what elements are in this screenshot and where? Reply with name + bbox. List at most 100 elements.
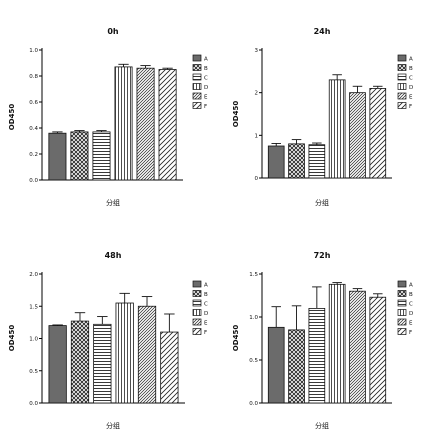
bar-E (136, 67, 155, 181)
bar-A (48, 325, 67, 404)
legend-swatch-C (397, 299, 407, 307)
bar-C (308, 307, 326, 404)
y-tick-label: 0.0 (29, 401, 38, 407)
bar-C (308, 144, 326, 179)
legend-label-F: F (409, 104, 412, 110)
y-tick-label: 2.0 (29, 272, 38, 278)
x-axis-label: 分组 (106, 421, 120, 430)
y-tick-label: 1 (255, 133, 259, 139)
bar-C (92, 131, 111, 181)
legend-label-C: C (204, 76, 208, 82)
legend-label-B: B (204, 66, 208, 72)
y-tick-label: 2 (255, 91, 259, 97)
legend-label-D: D (204, 85, 208, 91)
legend-label-C: C (409, 76, 413, 82)
bar-B (70, 320, 90, 404)
legend-label-B: B (409, 292, 413, 298)
legend-label-F: F (409, 330, 412, 336)
legend-swatch-F (397, 102, 407, 109)
y-tick-label: 0 (255, 176, 259, 182)
y-axis-label: OD450 (8, 104, 16, 131)
bar-E (349, 92, 366, 179)
legend-swatch-B (397, 290, 407, 297)
legend-label-B: B (409, 66, 413, 72)
bar-A (267, 326, 285, 404)
legend-label-A: A (204, 57, 208, 63)
y-tick-label: 3 (255, 48, 259, 54)
chart-title: 24h (314, 27, 331, 36)
legend-label-F: F (204, 330, 207, 336)
legend-label-E: E (409, 95, 413, 101)
legend-swatch-A (397, 54, 407, 62)
bar-B (288, 143, 305, 179)
legend-label-E: E (204, 321, 208, 327)
legend-label-F: F (204, 104, 207, 110)
bar-D (328, 283, 346, 404)
legend-label-A: A (409, 57, 413, 63)
bar-B (70, 131, 89, 181)
legend-swatch-E (397, 318, 407, 326)
bar-F (158, 69, 177, 181)
bar-D (114, 66, 133, 181)
legend-label-B: B (204, 292, 208, 298)
legend-label-E: E (204, 95, 208, 101)
bar-B (288, 329, 305, 404)
chart-title: 72h (314, 251, 331, 260)
bar-E (349, 290, 366, 404)
bar-F (160, 331, 179, 404)
y-tick-label: 1.5 (29, 304, 38, 310)
legend-swatch-F (397, 328, 407, 335)
y-axis-label: OD450 (232, 325, 240, 352)
bar-D (328, 79, 346, 179)
y-tick-label: 0.6 (29, 100, 38, 106)
legend-swatch-A (397, 280, 407, 288)
x-axis-label: 分组 (315, 421, 329, 430)
legend-swatch-B (397, 64, 407, 71)
legend-swatch-B (192, 290, 202, 297)
legend-swatch-D (397, 309, 407, 316)
legend-label-D: D (409, 311, 413, 317)
y-axis-label: OD450 (232, 101, 240, 128)
legend-swatch-E (397, 92, 407, 100)
legend-label-D: D (204, 311, 208, 317)
legend-swatch-E (192, 92, 202, 100)
y-tick-label: 0.0 (249, 401, 258, 407)
legend-label-E: E (409, 321, 413, 327)
y-tick-label: 0.5 (29, 369, 38, 375)
legend-swatch-D (192, 309, 202, 316)
bar-F (369, 88, 387, 179)
legend-label-D: D (409, 85, 413, 91)
chart-title: 48h (105, 251, 122, 260)
y-tick-label: 1.0 (29, 48, 38, 54)
legend-swatch-E (192, 318, 202, 326)
legend-label-A: A (204, 283, 208, 289)
legend-swatch-A (192, 54, 202, 62)
y-tick-label: 0.8 (29, 74, 38, 80)
legend-label-A: A (409, 283, 413, 289)
legend-swatch-A (192, 280, 202, 288)
y-tick-label: 0.0 (29, 178, 38, 184)
legend-swatch-C (192, 73, 202, 81)
y-tick-label: 0.5 (249, 358, 258, 364)
y-axis-label: OD450 (8, 325, 16, 352)
y-tick-label: 0.4 (29, 126, 38, 132)
bar-E (137, 305, 157, 404)
x-axis-label: 分组 (106, 198, 120, 207)
legend-label-C: C (409, 302, 413, 308)
legend-swatch-D (192, 83, 202, 90)
y-tick-label: 1.5 (249, 272, 258, 278)
x-axis-label: 分组 (315, 198, 329, 207)
legend-swatch-F (192, 328, 202, 335)
bar-A (48, 132, 67, 181)
bar-F (369, 296, 387, 404)
y-tick-label: 0.2 (29, 152, 38, 158)
